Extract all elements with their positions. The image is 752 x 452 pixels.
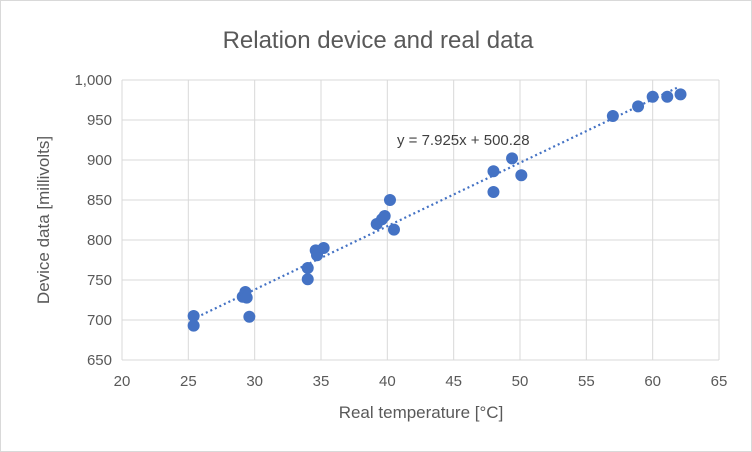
data-point	[301, 262, 314, 274]
data-point	[606, 110, 619, 122]
data-point	[240, 291, 253, 304]
data-point	[515, 169, 528, 182]
y-tick-label: 800	[87, 232, 112, 249]
y-tick-label: 750	[87, 272, 112, 289]
y-tick-label: 1,000	[74, 72, 112, 89]
x-tick-label: 40	[379, 373, 396, 390]
data-points	[187, 88, 687, 332]
data-point	[317, 242, 330, 254]
data-point	[632, 100, 645, 113]
chart-title: Relation device and real data	[223, 27, 535, 54]
trendline-equation: y = 7.925x + 500.28	[397, 132, 530, 149]
data-point	[387, 223, 400, 236]
x-tick-label: 30	[246, 373, 263, 390]
x-tick-label: 50	[512, 373, 529, 390]
x-tick-label: 55	[578, 373, 595, 390]
x-axis-title: Real temperature [°C]	[339, 403, 504, 422]
data-point	[661, 90, 674, 103]
y-tick-label: 950	[87, 112, 112, 129]
y-tick-label: 900	[87, 152, 112, 169]
x-tick-label: 25	[180, 373, 197, 390]
data-point	[506, 152, 519, 165]
x-axis-ticks: 20 25 30 35 40 45 50 55 60 65	[114, 373, 728, 390]
data-point	[243, 310, 256, 323]
data-point	[487, 165, 500, 178]
data-point	[646, 90, 659, 103]
x-tick-label: 20	[114, 373, 131, 390]
linear-trendline	[191, 85, 680, 321]
data-point	[187, 310, 200, 322]
data-point	[487, 186, 500, 198]
data-point	[383, 194, 396, 206]
y-tick-label: 850	[87, 192, 112, 209]
x-tick-label: 65	[711, 373, 728, 390]
data-point	[378, 210, 391, 222]
x-tick-label: 60	[644, 373, 661, 390]
gridlines	[121, 79, 720, 361]
data-point	[301, 273, 314, 286]
y-axis-ticks: 650 700 750 800 850 900 950 1,000	[74, 72, 112, 369]
data-point	[187, 319, 200, 332]
y-tick-label: 700	[87, 312, 112, 329]
x-tick-label: 35	[313, 373, 330, 390]
y-axis-title: Device data [millivolts]	[34, 136, 53, 304]
x-tick-label: 45	[445, 373, 462, 390]
y-tick-label: 650	[87, 352, 112, 369]
data-point	[674, 88, 687, 101]
